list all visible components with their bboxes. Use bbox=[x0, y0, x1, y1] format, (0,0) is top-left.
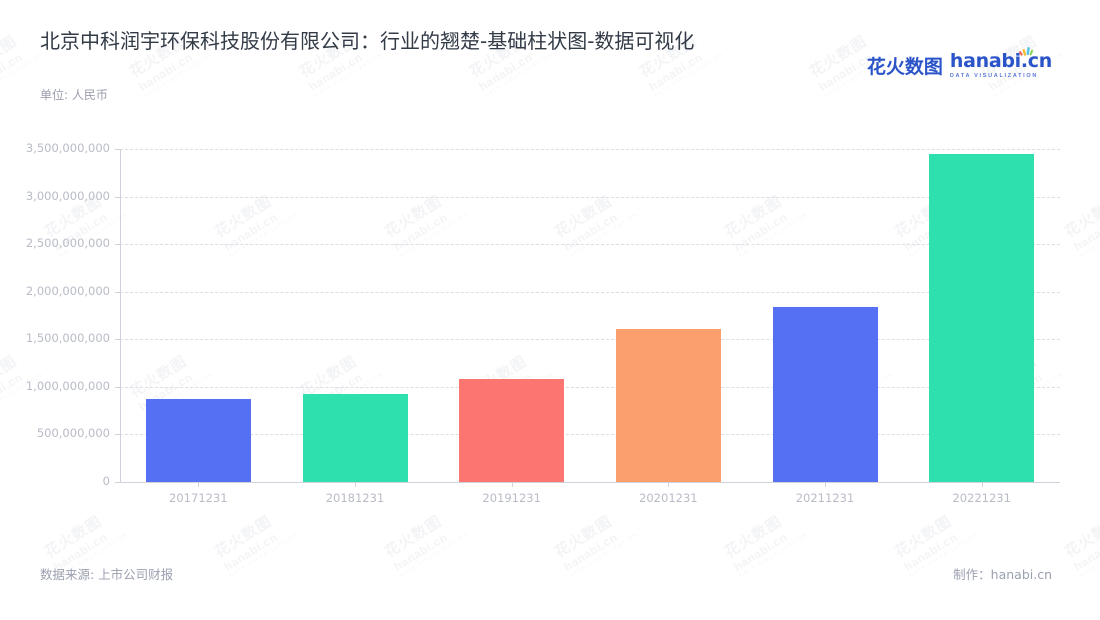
bar[interactable] bbox=[459, 379, 565, 482]
logo-tagline: DATA VISUALIZATION bbox=[949, 73, 1039, 79]
x-axis-label: 20181231 bbox=[325, 491, 385, 505]
x-axis-tick bbox=[981, 482, 983, 487]
x-axis-label: 20201231 bbox=[639, 491, 698, 505]
x-axis-line bbox=[120, 482, 1060, 483]
gridline bbox=[120, 244, 1060, 246]
y-axis-tick bbox=[115, 149, 120, 150]
y-axis-label: 500,000,000 bbox=[36, 426, 110, 441]
logo-brand-cn-text: 花火数图 bbox=[866, 56, 943, 79]
y-axis-tick bbox=[115, 339, 120, 341]
x-axis-tick bbox=[825, 482, 826, 487]
x-axis-tick bbox=[198, 482, 200, 487]
y-axis-line bbox=[120, 149, 121, 482]
chart-footer: 数据来源: 上市公司财报 制作：hanabi.cn bbox=[0, 550, 1100, 620]
chart-title: 北京中科润宇环保科技股份有限公司：行业的翘楚-基础柱状图-数据可视化 bbox=[40, 29, 695, 53]
gridline bbox=[120, 339, 1060, 341]
y-axis-label: 2,500,000,000 bbox=[25, 236, 110, 251]
x-axis-label: 20191231 bbox=[482, 491, 541, 505]
bar[interactable] bbox=[615, 328, 721, 482]
y-axis-tick bbox=[115, 291, 120, 293]
chart-subtitle: 单位: 人民币 bbox=[40, 88, 108, 102]
bar[interactable] bbox=[302, 393, 408, 482]
x-axis-tick bbox=[668, 482, 670, 487]
credit-label: 制作：hanabi.cn bbox=[953, 567, 1052, 582]
hanabi-logo: 花火数图 hanabi.cn DATA VISUALIZATION bbox=[867, 47, 1052, 80]
bar[interactable] bbox=[145, 399, 251, 482]
gridline bbox=[120, 291, 1060, 293]
gridline bbox=[120, 149, 1060, 150]
y-axis-label: 0 bbox=[102, 474, 110, 488]
x-axis-tick bbox=[511, 482, 513, 487]
y-axis-label: 1,000,000,000 bbox=[25, 378, 110, 393]
y-axis-label: 2,000,000,000 bbox=[25, 283, 110, 298]
y-axis-tick bbox=[115, 482, 120, 483]
logo-brand-en-wrap: hanabi.cn DATA VISUALIZATION bbox=[949, 47, 1052, 80]
y-axis-label: 1,500,000,000 bbox=[25, 331, 110, 346]
y-axis-tick bbox=[115, 196, 120, 198]
gridline bbox=[120, 434, 1060, 436]
y-axis-tick bbox=[115, 434, 120, 436]
y-axis-tick bbox=[115, 386, 120, 388]
x-axis-label: 20221231 bbox=[952, 491, 1011, 505]
logo-brand-en: hanabi.cn bbox=[949, 50, 1052, 72]
bar[interactable] bbox=[929, 153, 1035, 482]
x-axis-tick bbox=[355, 482, 356, 487]
x-axis-label: 20171231 bbox=[169, 491, 228, 505]
gridline bbox=[120, 386, 1060, 388]
logo-brand-cn: 花火数图 bbox=[867, 52, 943, 79]
sparkle-icon bbox=[1018, 47, 1034, 56]
y-axis-label: 3,500,000,000 bbox=[25, 141, 110, 155]
y-axis-label: 3,000,000,000 bbox=[25, 188, 110, 203]
data-source-label: 数据来源: 上市公司财报 bbox=[40, 567, 174, 582]
gridline bbox=[120, 196, 1060, 198]
chart-header: 北京中科润宇环保科技股份有限公司：行业的翘楚-基础柱状图-数据可视化 bbox=[40, 26, 840, 56]
x-axis-label: 20211231 bbox=[795, 491, 855, 505]
bar[interactable] bbox=[772, 306, 878, 482]
y-axis-tick bbox=[115, 244, 120, 246]
